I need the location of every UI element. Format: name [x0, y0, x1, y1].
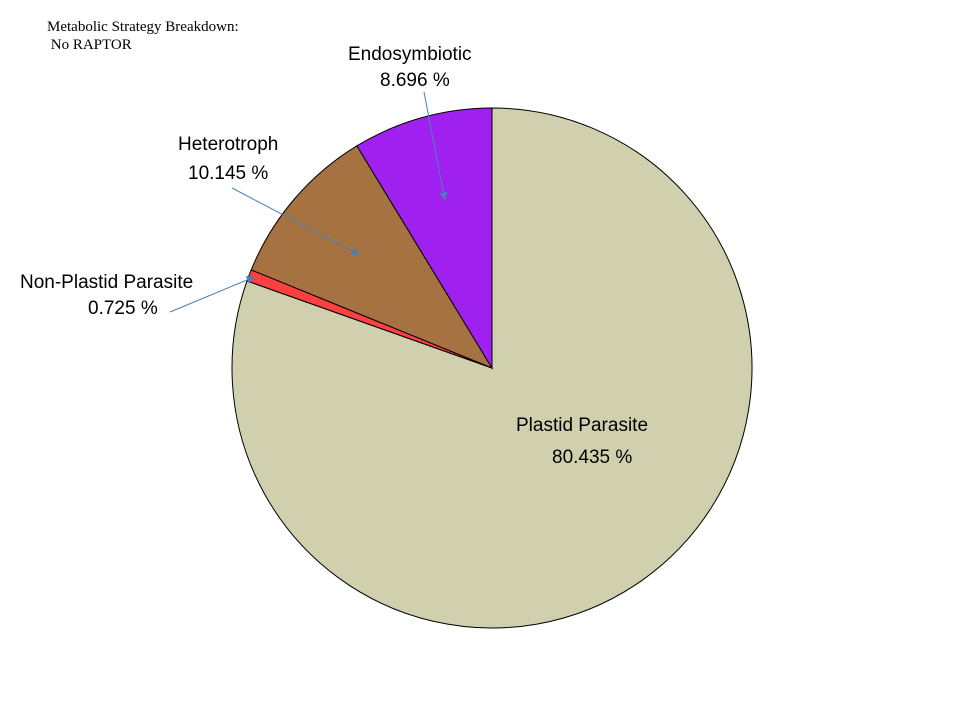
pie-slices	[231, 107, 753, 629]
leader-line-endosymbiotic	[423, 91, 448, 201]
leader-line-non-plastid-parasite	[169, 276, 255, 313]
label-plastid-parasite-value: 80.435 %	[552, 447, 632, 468]
label-endosymbiotic-name: Endosymbiotic	[348, 44, 472, 65]
slice-endosymbiotic	[356, 107, 493, 370]
leader-lines	[169, 91, 448, 313]
chart-title-line1: Metabolic Strategy Breakdown:	[47, 19, 239, 35]
label-non-plastid-parasite-value: 0.725 %	[88, 298, 158, 319]
label-endosymbiotic-value: 8.696 %	[380, 70, 450, 91]
leader-line-heterotroph	[231, 187, 360, 255]
label-non-plastid-parasite-name: Non-Plastid Parasite	[20, 272, 193, 293]
slice-heterotroph	[250, 145, 494, 370]
chart-subtitle-text: No RAPTOR	[50, 37, 132, 53]
slice-labels: Plastid Parasite 80.435 % Non-Plastid Pa…	[20, 44, 648, 468]
label-plastid-parasite-name: Plastid Parasite	[516, 415, 648, 436]
label-heterotroph-name: Heterotroph	[178, 134, 278, 155]
label-heterotroph-value: 10.145 %	[188, 163, 268, 184]
chart-title: Metabolic Strategy Breakdown: No RAPTOR	[47, 18, 239, 54]
